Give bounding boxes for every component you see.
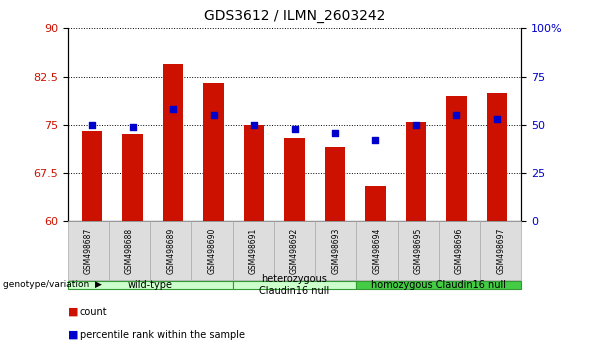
Bar [163, 64, 183, 221]
Text: ■: ■ [68, 330, 78, 339]
Bar [244, 125, 264, 221]
Bar [365, 186, 386, 221]
Text: GSM498696: GSM498696 [455, 227, 464, 274]
Point [330, 130, 340, 135]
Text: ■: ■ [68, 307, 78, 316]
Point [249, 122, 259, 128]
Text: genotype/variation  ▶: genotype/variation ▶ [3, 280, 102, 290]
Bar [487, 93, 507, 221]
Text: GSM498691: GSM498691 [249, 227, 258, 274]
Bar [203, 83, 224, 221]
Text: GSM498695: GSM498695 [413, 227, 423, 274]
Text: GDS3612 / ILMN_2603242: GDS3612 / ILMN_2603242 [204, 9, 385, 23]
Text: heterozygous
Claudin16 null: heterozygous Claudin16 null [259, 274, 330, 296]
Text: GSM498690: GSM498690 [207, 227, 217, 274]
Text: GSM498694: GSM498694 [372, 227, 382, 274]
Point [209, 112, 218, 118]
Text: GSM498687: GSM498687 [84, 227, 93, 274]
Text: count: count [80, 307, 107, 316]
Point [87, 122, 97, 128]
Bar [123, 135, 143, 221]
Text: GSM498688: GSM498688 [125, 227, 134, 274]
Text: GSM498697: GSM498697 [496, 227, 505, 274]
Point [128, 124, 137, 130]
Bar [446, 96, 466, 221]
Point [290, 126, 299, 131]
Text: homozygous Claudin16 null: homozygous Claudin16 null [371, 280, 507, 290]
Text: wild-type: wild-type [128, 280, 173, 290]
Point [168, 107, 178, 112]
Bar [82, 131, 102, 221]
Point [411, 122, 421, 128]
Point [492, 116, 502, 122]
Point [452, 112, 461, 118]
Bar [325, 147, 345, 221]
Bar [406, 121, 426, 221]
Text: GSM498689: GSM498689 [166, 227, 176, 274]
Text: GSM498692: GSM498692 [290, 227, 299, 274]
Bar [284, 138, 305, 221]
Point [371, 137, 380, 143]
Text: percentile rank within the sample: percentile rank within the sample [80, 330, 244, 339]
Text: GSM498693: GSM498693 [331, 227, 340, 274]
